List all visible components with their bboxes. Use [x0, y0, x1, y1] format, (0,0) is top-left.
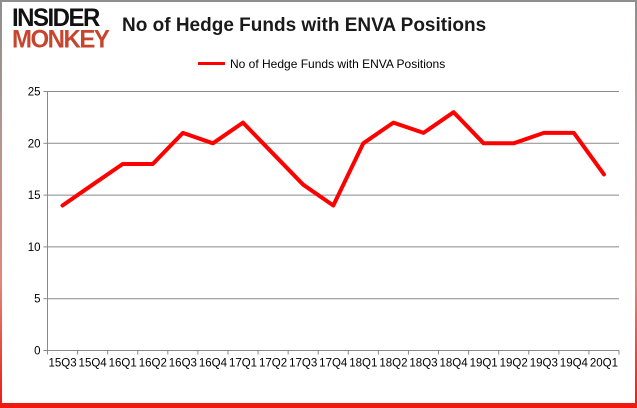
x-tick-label-19Q2: 19Q2	[500, 358, 528, 370]
x-tick-label-17Q2: 17Q2	[259, 358, 287, 370]
y-tick-label-0: 0	[34, 346, 40, 358]
x-tick-label-18Q1: 18Q1	[349, 358, 377, 370]
chart-title: No of Hedge Funds with ENVA Positions	[122, 15, 487, 36]
x-tick-label-16Q3: 16Q3	[169, 358, 197, 370]
legend-line-swatch	[198, 62, 225, 65]
legend-label: No of Hedge Funds with ENVA Positions	[230, 56, 446, 71]
x-tick-label-18Q4: 18Q4	[439, 358, 468, 370]
x-tick-label-17Q1: 17Q1	[229, 358, 257, 370]
logo-line-insider: INSIDER	[12, 4, 100, 33]
x-tick-label-19Q4: 19Q4	[560, 358, 589, 370]
x-tick-label-20Q1: 20Q1	[590, 358, 618, 370]
series-line	[60, 110, 606, 208]
x-tick-label-19Q3: 19Q3	[530, 358, 558, 370]
y-tick-label-5: 5	[34, 294, 40, 306]
x-tick-label-18Q2: 18Q2	[379, 358, 407, 370]
insider-monkey-logo: INSIDER MONKEY	[12, 4, 110, 55]
y-tick-label-20: 20	[28, 138, 41, 150]
x-tick-label-19Q1: 19Q1	[470, 358, 498, 370]
y-tick-label-10: 10	[28, 242, 41, 254]
x-tick-label-16Q2: 16Q2	[139, 358, 167, 370]
x-tick-label-18Q3: 18Q3	[409, 358, 437, 370]
x-tick-label-15Q3: 15Q3	[48, 358, 76, 370]
logo-line-monkey: MONKEY	[12, 25, 110, 55]
x-tick-label-17Q4: 17Q4	[319, 358, 348, 370]
x-tick-label-16Q4: 16Q4	[199, 358, 228, 370]
x-tick-label-17Q3: 17Q3	[289, 358, 317, 370]
x-tick-label-15Q4: 15Q4	[79, 358, 108, 370]
legend: No of Hedge Funds with ENVA Positions	[198, 56, 445, 71]
y-tick-label-25: 25	[28, 87, 41, 99]
y-tick-label-15: 15	[28, 190, 41, 202]
x-tick-label-16Q1: 16Q1	[109, 358, 137, 370]
